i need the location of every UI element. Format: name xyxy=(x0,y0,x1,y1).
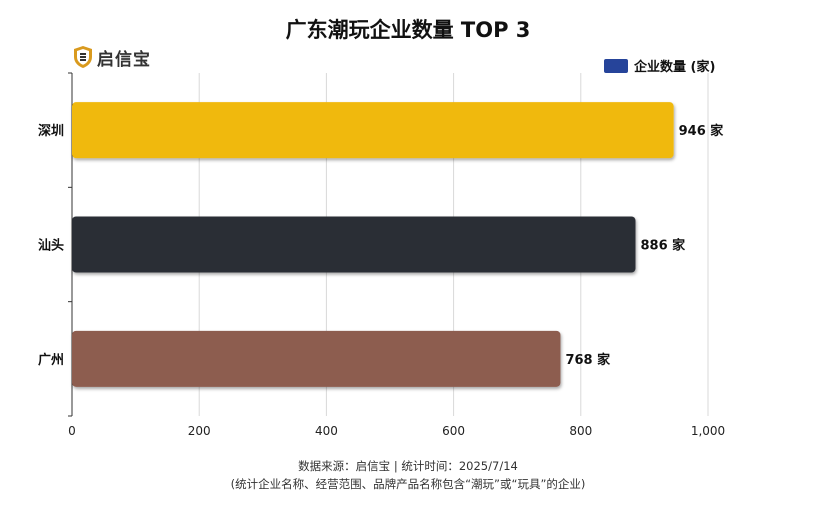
legend-label: 企业数量 (家) xyxy=(634,60,716,75)
x-tick-label: 200 xyxy=(188,424,211,438)
value-label: 886 家 xyxy=(640,238,686,254)
bar-3 xyxy=(72,330,561,387)
category-label: 深圳 xyxy=(38,123,64,139)
logo-text: 启信宝 xyxy=(97,49,151,70)
value-label: 946 家 xyxy=(679,123,725,139)
category-label: 汕头 xyxy=(38,238,64,254)
footer-note: (统计企业名称、经营范围、品牌产品名称包含“潮玩”或“玩具”的企业) xyxy=(230,477,586,491)
shield-logo-icon xyxy=(74,46,92,68)
legend: 企业数量 (家) xyxy=(604,56,715,75)
footer-source: 数据来源：启信宝 | 统计时间：2025/7/14 xyxy=(298,459,518,473)
x-tick-label: 600 xyxy=(442,424,465,438)
legend-swatch xyxy=(604,58,628,73)
bar-2 xyxy=(72,216,636,273)
x-tick-label: 0 xyxy=(68,424,76,438)
x-tick-label: 800 xyxy=(569,424,592,438)
brand-logo: 启信宝 xyxy=(73,44,151,70)
chart-title: 广东潮玩企业数量 TOP 3 xyxy=(285,18,531,42)
x-tick-label: 1,000 xyxy=(691,424,725,438)
x-tick-label: 400 xyxy=(315,424,338,438)
bar-1 xyxy=(72,102,674,159)
category-label: 广州 xyxy=(38,352,64,368)
value-label: 768 家 xyxy=(565,352,611,368)
